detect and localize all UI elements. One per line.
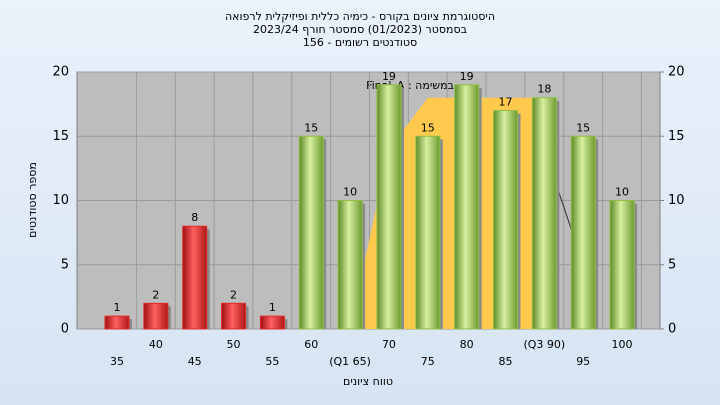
value-label: 19: [460, 70, 474, 83]
value-label: 15: [421, 121, 435, 134]
x-tick-label: 50: [227, 338, 241, 351]
bar: [143, 302, 169, 330]
x-tick-label: (Q1 65): [329, 355, 371, 368]
bar: [298, 135, 324, 330]
x-tick-label: 95: [576, 355, 590, 368]
bar: [259, 315, 285, 330]
bar: [570, 135, 596, 330]
value-label: 2: [152, 288, 159, 301]
x-tick-label: 55: [265, 355, 279, 368]
value-label: 15: [304, 121, 318, 134]
y-tick-label: 10: [52, 193, 69, 208]
bar: [609, 200, 635, 330]
y-tick-label: 20: [52, 65, 69, 80]
bar: [104, 315, 130, 330]
y2-tick-label: 0: [668, 322, 676, 337]
value-label: 10: [343, 186, 357, 199]
y-axis-label: מספר סטודנטים: [26, 162, 39, 238]
x-tick-label: 35: [110, 355, 124, 368]
value-label: 17: [499, 96, 513, 109]
value-label: 8: [191, 211, 198, 224]
x-axis-label: טווח ציונים: [343, 375, 393, 388]
bar: [182, 225, 208, 330]
value-label: 10: [615, 186, 629, 199]
value-label: 15: [576, 121, 590, 134]
y2-tick-label: 10: [668, 193, 685, 208]
bar: [454, 84, 480, 330]
bar: [221, 302, 247, 330]
bar: [337, 200, 363, 330]
x-tick-label: 75: [421, 355, 435, 368]
chart-subtitle: בסמסטר (01/2023) סמסטר חורף 2023/24: [253, 23, 467, 36]
bar: [531, 97, 557, 330]
x-tick-label: 40: [149, 338, 163, 351]
value-label: 1: [114, 301, 121, 314]
bar: [415, 135, 441, 330]
y-tick-label: 5: [61, 257, 69, 272]
y2-tick-label: 20: [668, 65, 685, 80]
bar: [493, 110, 518, 330]
x-tick-label: 85: [499, 355, 513, 368]
y-tick-label: 0: [61, 322, 69, 337]
value-label: 2: [230, 288, 237, 301]
y2-tick-label: 5: [668, 257, 676, 272]
y2-tick-label: 15: [668, 129, 685, 144]
x-tick-label: 70: [382, 338, 396, 351]
value-label: 1: [269, 301, 276, 314]
x-tick-label: 80: [460, 338, 474, 351]
x-tick-label: (Q3 90): [523, 338, 565, 351]
value-label: 19: [382, 70, 396, 83]
x-tick-label: 60: [304, 338, 318, 351]
x-tick-label: 45: [188, 355, 202, 368]
value-label: 18: [537, 83, 551, 96]
chart-title: היסטוגרמת ציונים בקורס - כימיה כללית ופי…: [225, 10, 495, 23]
y-tick-label: 15: [52, 129, 69, 144]
chart-subtitle: סטודנטים רשומים - 156: [303, 36, 417, 49]
bar: [376, 84, 402, 330]
x-tick-label: 100: [612, 338, 633, 351]
